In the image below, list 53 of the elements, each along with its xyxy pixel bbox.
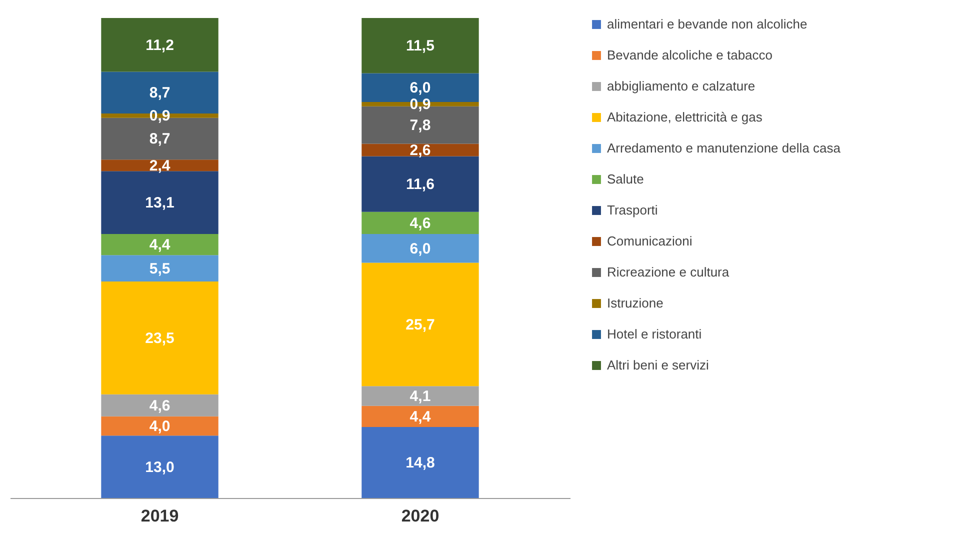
- data-label: 11,5: [406, 38, 434, 55]
- data-label: 8,7: [149, 130, 170, 148]
- data-label: 4,4: [410, 408, 432, 426]
- x-tick-label: 2020: [401, 506, 440, 526]
- data-label: 4,4: [149, 236, 171, 254]
- data-label: 5,5: [149, 260, 170, 278]
- bar: [101, 255, 218, 282]
- data-label: 11,2: [146, 36, 174, 54]
- data-label: 8,7: [149, 84, 170, 102]
- bar: [362, 156, 479, 212]
- bar: [362, 406, 479, 427]
- legend-label: Hotel e ristoranti: [607, 326, 702, 342]
- bar: [101, 234, 218, 256]
- data-label: 2,6: [410, 142, 431, 159]
- data-label: 11,6: [406, 176, 434, 194]
- data-label: 4,0: [149, 418, 170, 435]
- data-label: 25,7: [406, 316, 435, 334]
- data-label: 2,4: [149, 157, 171, 174]
- legend-label: Arredamento e manutenzione della casa: [607, 140, 842, 156]
- bar: [362, 426, 479, 498]
- data-label: 4,1: [410, 388, 431, 405]
- data-label: 23,5: [145, 330, 174, 347]
- data-label: 4,6: [410, 214, 431, 232]
- bar: [362, 386, 479, 406]
- data-label: 7,8: [410, 117, 431, 134]
- bar: [101, 416, 218, 436]
- legend-label: Trasporti: [607, 202, 658, 218]
- legend-label: Istruzione: [607, 296, 664, 310]
- bar: [101, 171, 218, 234]
- legend-label: Ricreazione e cultura: [607, 264, 730, 280]
- data-label: 13,1: [145, 194, 174, 212]
- legend-label: abbigliamento e calzature: [607, 78, 756, 94]
- bar: [101, 282, 218, 394]
- data-label: 4,6: [149, 397, 170, 414]
- x-tick-label: 2019: [140, 506, 179, 526]
- data-label: 6,0: [410, 240, 431, 258]
- bar: [101, 18, 218, 72]
- data-label: 14,8: [406, 454, 435, 472]
- bar: [101, 160, 218, 172]
- data-label: 13,0: [145, 458, 174, 476]
- data-label: 6,0: [410, 80, 431, 97]
- legend-label: alimentari e bevande non alcoliche: [607, 16, 808, 32]
- bar: [101, 394, 218, 416]
- bar: [362, 234, 479, 263]
- bar: [362, 262, 479, 386]
- legend-label: Altri beni e servizi: [607, 358, 709, 372]
- bar: [362, 18, 479, 74]
- bar: [362, 212, 479, 234]
- bar: [101, 436, 218, 498]
- legend-label: Salute: [607, 172, 644, 186]
- legend-label: Bevande alcoliche e tabacco: [607, 48, 773, 62]
- legend-label: Comunicazioni: [607, 234, 692, 248]
- legend-label: Abitazione, elettricità e gas: [607, 110, 763, 124]
